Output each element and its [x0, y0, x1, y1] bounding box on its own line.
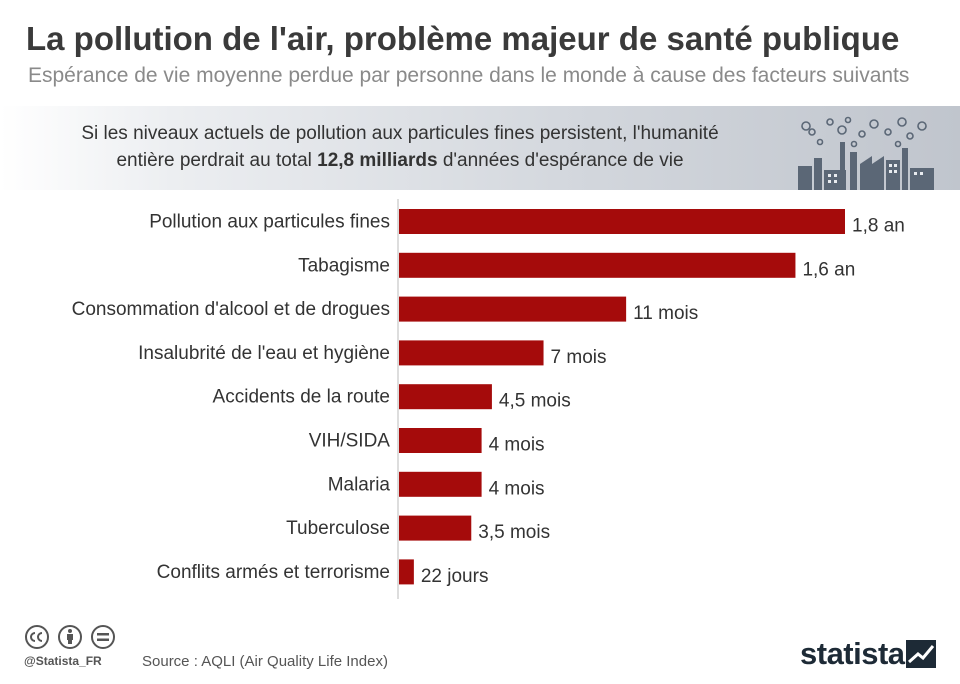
license-icons — [25, 625, 115, 649]
bar[interactable] — [399, 471, 482, 497]
chart-title: La pollution de l'air, problème majeur d… — [26, 20, 900, 57]
bar[interactable] — [399, 559, 414, 585]
category-label: Insalubrité de l'eau et hygiène — [138, 343, 390, 364]
info-banner: Si les niveaux actuels de pollution aux … — [0, 106, 960, 190]
data-label: 1,6 an — [802, 259, 855, 280]
cc-icon — [25, 625, 49, 649]
statista-logo[interactable]: statista — [800, 636, 905, 671]
category-label: Pollution aux particules fines — [149, 212, 390, 233]
statista-logo-icon — [906, 640, 936, 668]
nd-icon — [91, 625, 115, 649]
banner-line-2-start: entière perdrait au total — [116, 150, 318, 171]
chart-subtitle: Espérance de vie moyenne perdue par pers… — [28, 64, 910, 87]
category-label: Tabagisme — [298, 255, 390, 276]
category-label: Malaria — [328, 474, 391, 495]
data-label: 11 mois — [633, 303, 698, 324]
category-label: Conflits armés et terrorisme — [157, 562, 390, 583]
category-label: Consommation d'alcool et de drogues — [72, 299, 390, 320]
banner-highlight: 12,8 milliards — [317, 150, 438, 171]
data-label: 1,8 an — [852, 216, 905, 237]
data-label: 4 mois — [489, 435, 545, 456]
bar-chart: Pollution aux particules fines 1,8 an Taba… — [72, 199, 905, 599]
banner-text: Si les niveaux actuels de pollution aux … — [30, 120, 770, 174]
category-label: Tuberculose — [286, 518, 390, 539]
data-label: 4 mois — [489, 478, 545, 499]
source-note: Source : AQLI (Air Quality Life Index) — [142, 653, 388, 670]
category-label: VIH/SIDA — [309, 431, 391, 452]
data-label: 3,5 mois — [478, 522, 550, 543]
bar[interactable] — [399, 252, 796, 278]
bar[interactable] — [399, 209, 845, 234]
bar[interactable] — [399, 340, 544, 366]
data-label: 4,5 mois — [499, 391, 571, 412]
twitter-handle: @Statista_FR — [24, 654, 102, 668]
bar[interactable] — [399, 515, 472, 541]
by-icon — [58, 625, 82, 649]
bar[interactable] — [399, 428, 482, 453]
banner-line-2-end: d'années d'espérance de vie — [437, 150, 684, 171]
data-label: 22 jours — [421, 566, 489, 587]
category-label: Accidents de la route — [213, 387, 390, 408]
bar[interactable] — [399, 296, 627, 322]
banner-line-1: Si les niveaux actuels de pollution aux … — [81, 123, 719, 144]
bar[interactable] — [399, 384, 492, 410]
data-label: 7 mois — [551, 347, 607, 368]
factory-pollution-icon — [798, 116, 934, 190]
